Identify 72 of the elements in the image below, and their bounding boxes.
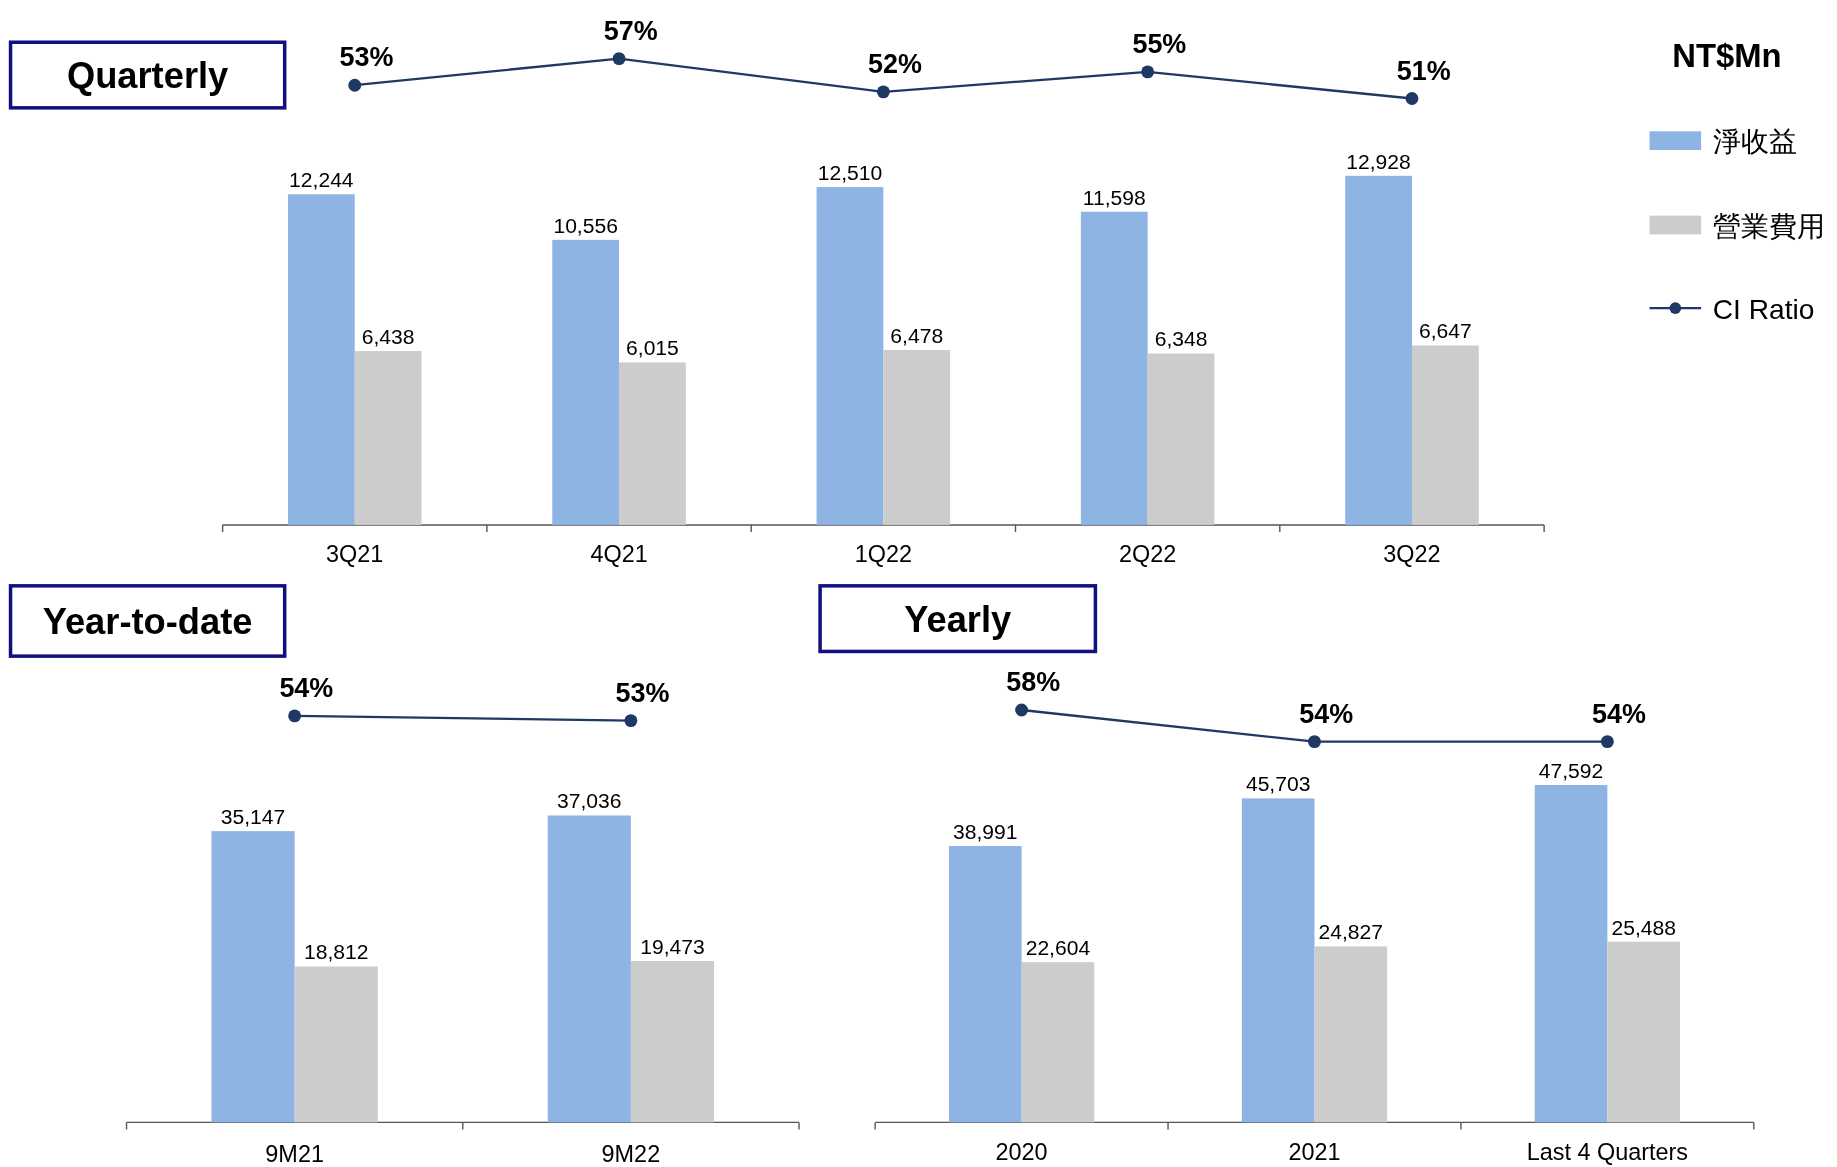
bar — [294, 966, 378, 1123]
bar — [948, 845, 1022, 1123]
data-label: 37,036 — [557, 789, 622, 813]
data-label: 6,647 — [1418, 319, 1472, 343]
x-tick-label: 2021 — [1288, 1138, 1341, 1165]
legend-title: NT$Mn — [1672, 36, 1782, 74]
point — [1405, 92, 1419, 105]
point — [348, 78, 362, 92]
bar — [1534, 785, 1608, 1123]
chart-title: Year-to-date — [42, 600, 253, 642]
x-tick-label: 9M21 — [265, 1141, 324, 1167]
bar — [552, 239, 620, 525]
bar — [1345, 175, 1412, 525]
data-label: 6,438 — [361, 325, 415, 349]
data-label: 54% — [279, 673, 334, 704]
bar — [354, 351, 422, 525]
bar — [547, 815, 631, 1123]
data-label: 53% — [339, 42, 394, 73]
chart-title: Yearly — [904, 598, 1012, 640]
bar — [630, 961, 715, 1123]
x-tick-label: 2Q22 — [1119, 541, 1177, 568]
x-tick-label: 2020 — [995, 1138, 1048, 1165]
x-tick-label: 1Q22 — [854, 541, 912, 568]
data-label: 19,473 — [640, 935, 705, 958]
data-label: 18,812 — [303, 940, 369, 964]
data-label: 54% — [1299, 698, 1354, 729]
bar — [816, 187, 884, 525]
data-label: 10,556 — [553, 213, 618, 237]
data-label: 22,604 — [1025, 936, 1091, 960]
bar — [883, 349, 951, 525]
data-label: 54% — [1592, 698, 1647, 729]
data-label: 53% — [615, 677, 670, 708]
bar — [619, 362, 686, 525]
data-label: 52% — [868, 49, 923, 80]
legend-label: 淨收益 — [1712, 126, 1797, 158]
data-label: 12,928 — [1346, 149, 1411, 173]
x-tick-label: 9M22 — [601, 1141, 661, 1167]
bar — [211, 831, 295, 1123]
bar — [287, 194, 355, 525]
x-tick-label: 3Q21 — [326, 541, 384, 568]
bar — [1021, 962, 1095, 1123]
point — [612, 52, 626, 66]
bar — [1411, 345, 1479, 525]
chart-title: Quarterly — [66, 54, 229, 96]
data-label: 47,592 — [1538, 758, 1604, 782]
data-label: 51% — [1396, 55, 1451, 86]
data-label: 58% — [1006, 667, 1061, 698]
point — [1141, 65, 1155, 79]
data-label: 6,348 — [1154, 327, 1208, 351]
data-label: 12,244 — [289, 168, 354, 192]
legend-label: 營業費用 — [1712, 210, 1825, 242]
data-label: 6,015 — [626, 336, 679, 360]
data-label: 38,991 — [953, 819, 1018, 843]
point — [876, 85, 890, 99]
data-label: 35,147 — [220, 805, 286, 829]
bar — [1147, 353, 1215, 525]
data-label: 11,598 — [1082, 185, 1146, 209]
bar — [1607, 941, 1681, 1123]
x-tick-label: 4Q21 — [590, 541, 648, 568]
data-label: 24,827 — [1318, 920, 1384, 944]
data-label: 57% — [603, 15, 658, 46]
bar — [1241, 798, 1315, 1123]
data-label: 45,703 — [1245, 772, 1311, 796]
legend-label: CI Ratio — [1712, 293, 1815, 325]
data-label: 25,488 — [1611, 915, 1676, 939]
data-label: 55% — [1132, 29, 1187, 60]
data-label: 6,478 — [890, 323, 944, 347]
bar — [1314, 946, 1388, 1123]
x-tick-label: Last 4 Quarters — [1526, 1138, 1689, 1165]
bar — [1080, 211, 1148, 525]
data-label: 12,510 — [817, 161, 883, 185]
x-tick-label: 3Q22 — [1383, 541, 1441, 568]
